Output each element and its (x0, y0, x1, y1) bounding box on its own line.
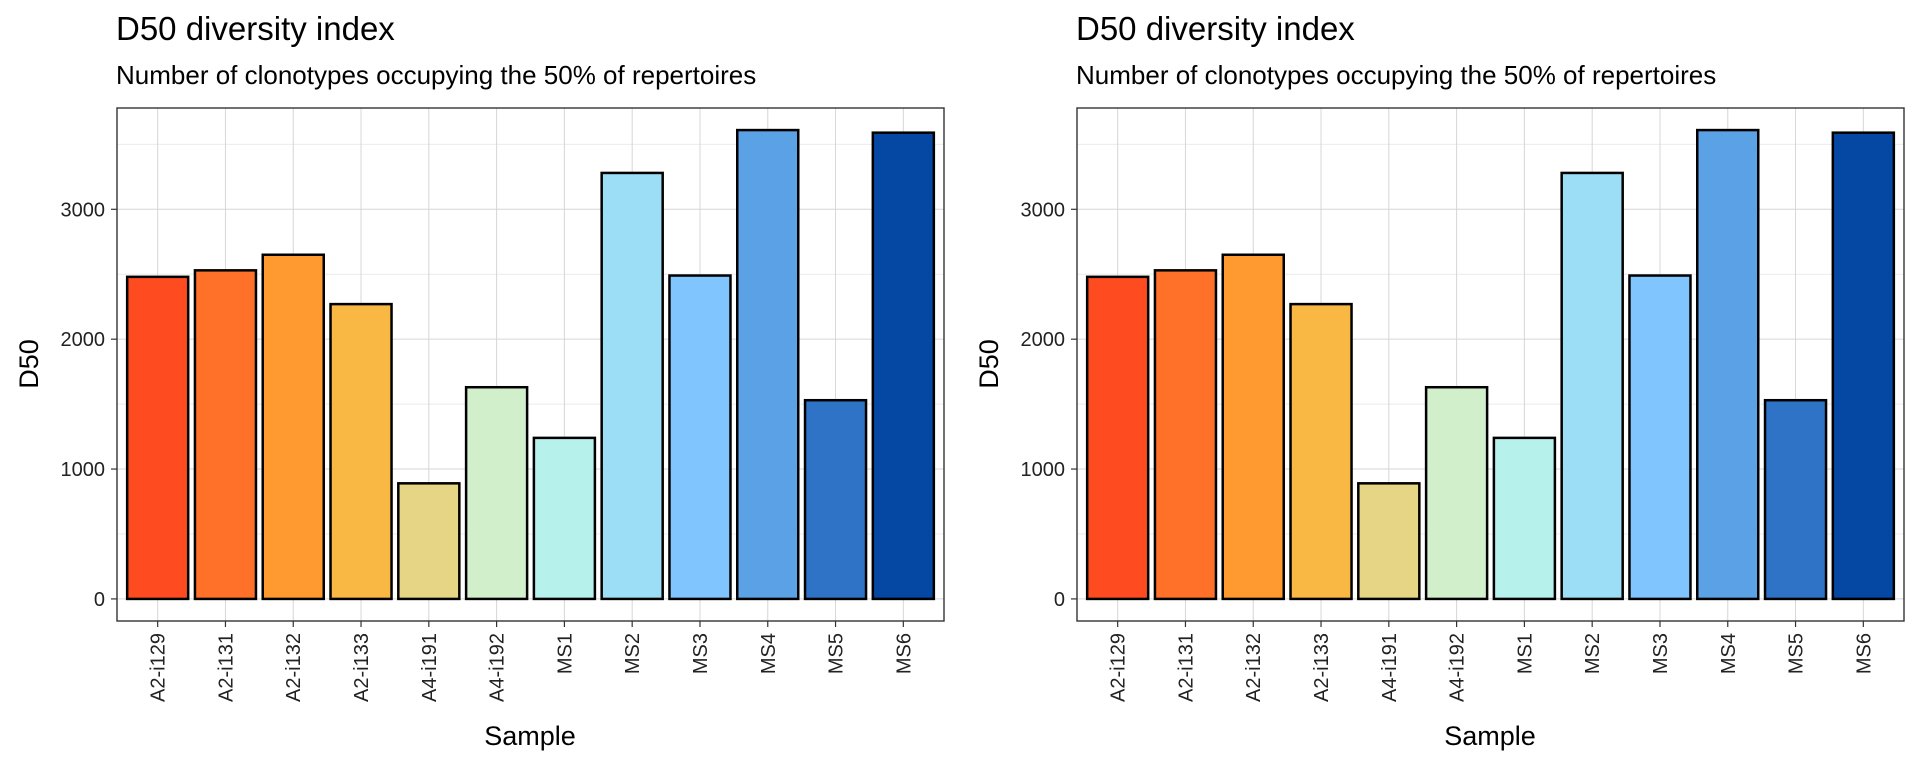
bar-ms3 (1628, 274, 1692, 601)
bar-ms1 (1492, 436, 1557, 601)
bar-ms5 (1763, 398, 1828, 601)
bar-a4-i191 (1357, 482, 1421, 601)
plot-area: 0 1000 2000 3000 A2-i129 A2-i131 A2-i132 A2-i13… (61, 107, 945, 702)
x-tick-label: MS4 (758, 633, 780, 674)
x-tick-label: MS2 (622, 633, 644, 674)
x-tick-label: MS4 (1718, 633, 1740, 674)
x-tick-label: MS5 (1786, 633, 1808, 674)
bar-ms6 (871, 131, 936, 601)
x-tick-label: A2-i129 (148, 633, 170, 702)
y-axis-label: D50 (974, 339, 1004, 389)
x-tick-label: MS5 (826, 633, 848, 674)
y-axis-label: D50 (14, 339, 44, 389)
x-tick-label: MS3 (1650, 633, 1672, 674)
x-tick-label: A4-i191 (1379, 633, 1401, 702)
bar-ms5 (803, 398, 868, 601)
bar-ms2 (1560, 171, 1624, 601)
y-tick-label: 3000 (61, 199, 106, 221)
x-tick-label: A2-i131 (1175, 633, 1197, 702)
y-tick-label: 2000 (61, 329, 106, 351)
bar-ms2 (600, 171, 664, 601)
bar-a2-i132 (1221, 253, 1286, 601)
x-axis-label: Sample (1444, 721, 1536, 751)
bar-a2-i133 (329, 302, 393, 601)
bar-a2-i133 (1289, 302, 1353, 601)
x-tick-label: A2-i133 (351, 633, 373, 702)
y-tick-label: 3000 (1021, 199, 1066, 221)
x-tick-label: A2-i129 (1108, 633, 1130, 702)
bar-a4-i191 (397, 482, 461, 601)
bar-a4-i192 (1424, 385, 1489, 601)
bar-ms1 (532, 436, 597, 601)
x-tick-label: A4-i192 (1447, 633, 1469, 702)
y-tick-label: 2000 (1021, 329, 1066, 351)
bar-a2-i129 (125, 275, 190, 601)
bar-ms6 (1831, 131, 1896, 601)
x-tick-label: MS1 (554, 633, 576, 674)
y-tick-label: 1000 (61, 459, 106, 481)
chart-title: D50 diversity index (116, 10, 395, 47)
x-tick-label: A2-i131 (215, 633, 237, 702)
x-tick-label: A4-i192 (487, 633, 509, 702)
x-tick-label: A2-i132 (1243, 633, 1265, 702)
x-tick-label: MS6 (893, 633, 915, 674)
plot-area: 0 1000 2000 3000 A2-i129 A2-i131 A2-i132 A2-i13… (1021, 107, 1905, 702)
bar-ms4 (736, 128, 800, 601)
x-tick-label: MS2 (1582, 633, 1604, 674)
plot-border (116, 107, 945, 622)
chart-panel-right: D50 diversity index Number of clonotypes… (974, 10, 1905, 751)
x-tick-label: A4-i191 (419, 633, 441, 702)
bar-a2-i129 (1085, 275, 1150, 601)
bar-a2-i131 (1153, 269, 1218, 601)
y-tick-label: 0 (1054, 589, 1065, 611)
bar-a4-i192 (464, 385, 529, 601)
x-tick-label: A2-i132 (283, 633, 305, 702)
bar-ms4 (1696, 128, 1760, 601)
bar-a2-i131 (193, 269, 258, 601)
x-tick-label: MS3 (690, 633, 712, 674)
y-tick-label: 0 (94, 589, 105, 611)
x-axis-label: Sample (484, 721, 576, 751)
x-tick-label: MS1 (1514, 633, 1536, 674)
bar-a2-i132 (261, 253, 325, 601)
plot-border (1076, 107, 1905, 622)
bar-ms3 (668, 274, 732, 601)
x-tick-label: A2-i133 (1311, 633, 1333, 702)
chart-title: D50 diversity index (1076, 10, 1355, 47)
chart-subtitle: Number of clonotypes occupying the 50% o… (116, 60, 756, 90)
chart-panel-left: D50 diversity index Number of clonotypes… (14, 10, 945, 751)
chart-subtitle: Number of clonotypes occupying the 50% o… (1076, 60, 1716, 90)
x-tick-label: MS6 (1853, 633, 1875, 674)
y-tick-label: 1000 (1021, 459, 1066, 481)
